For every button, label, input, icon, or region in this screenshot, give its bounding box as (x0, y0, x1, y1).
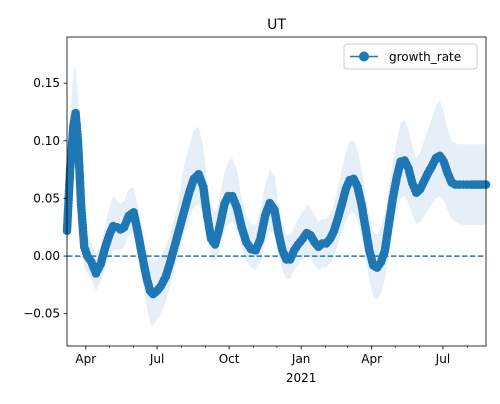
y-tick-label: 0.00 (33, 249, 60, 263)
x-tick-label: Apr (361, 352, 382, 366)
x-tick-label: Jan (291, 352, 311, 366)
chart-title: UT (267, 17, 286, 33)
x-tick-label: Apr (75, 352, 96, 366)
x-tick-label: Jul (435, 352, 450, 366)
legend-frame (343, 43, 478, 70)
x-tick-year-label: 2021 (286, 371, 317, 385)
legend: growth_rate (343, 43, 478, 70)
y-tick-label: −0.05 (23, 307, 60, 321)
y-tick-label: 0.15 (33, 76, 60, 90)
plot-frame (66, 36, 487, 347)
legend-label: growth_rate (389, 50, 461, 64)
x-tick-label: Jul (149, 352, 164, 366)
y-tick-label: 0.05 (33, 191, 60, 205)
x-tick-label: Oct (219, 352, 240, 366)
y-tick-label: 0.10 (33, 134, 60, 148)
legend-marker (359, 51, 369, 62)
confidence-band (67, 65, 486, 326)
